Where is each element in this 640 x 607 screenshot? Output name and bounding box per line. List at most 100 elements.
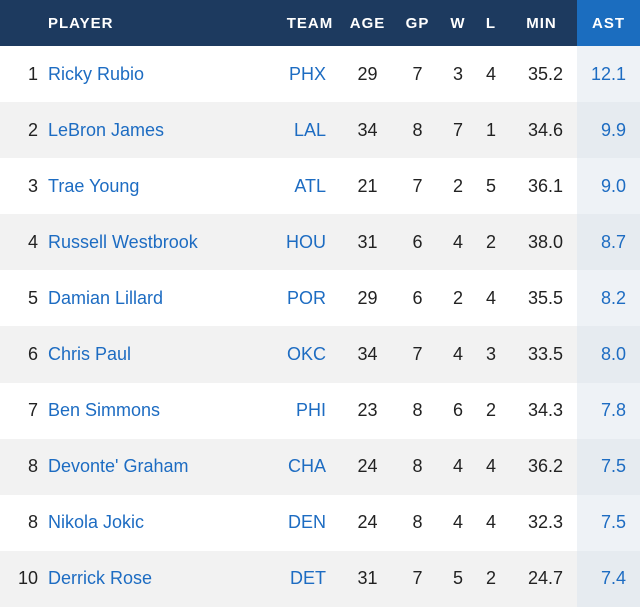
min-cell: 33.5 [506, 326, 577, 383]
l-cell: 2 [476, 550, 506, 607]
team-link[interactable]: CHA [280, 438, 340, 495]
column-header-team[interactable]: TEAM [280, 0, 340, 46]
player-link[interactable]: Ben Simmons [48, 400, 161, 421]
player-link[interactable]: Ricky Rubio [48, 63, 145, 84]
player-link[interactable]: Nikola Jokic [48, 512, 145, 533]
w-cell: 6 [452, 400, 463, 421]
min-cell: 35.2 [527, 63, 563, 84]
l-cell: 2 [485, 400, 496, 421]
team-link[interactable]: PHX [288, 63, 326, 84]
rank-cell: 3 [27, 175, 38, 196]
column-header-min[interactable]: MIN [506, 0, 577, 46]
team-link[interactable]: OKC [280, 326, 340, 383]
rank-cell: 2 [0, 102, 44, 159]
age-cell: 24 [357, 512, 378, 533]
ast-link[interactable]: 8.0 [577, 326, 640, 383]
min-cell: 35.5 [527, 287, 563, 308]
age-cell: 24 [340, 438, 395, 495]
gp-cell: 8 [395, 102, 440, 159]
w-cell: 4 [452, 512, 463, 533]
w-cell: 4 [440, 214, 476, 271]
header-row: PLAYER TEAM AGE GP W L MIN AST [0, 0, 640, 46]
rank-cell: 6 [0, 326, 44, 383]
age-cell: 29 [357, 287, 378, 308]
team-link[interactable]: ATL [294, 175, 326, 196]
l-cell: 4 [485, 287, 496, 308]
age-cell: 21 [357, 175, 378, 196]
rank-cell: 10 [0, 550, 44, 607]
gp-cell: 6 [395, 214, 440, 271]
column-header-ast-sorted[interactable]: AST [577, 0, 640, 46]
ast-link[interactable]: 7.5 [577, 438, 640, 495]
player-link[interactable]: Derrick Rose [44, 550, 280, 607]
min-cell: 34.6 [506, 102, 577, 159]
player-link[interactable]: Russell Westbrook [44, 214, 280, 271]
ast-link[interactable]: 7.5 [577, 494, 640, 551]
table-row: 1 Ricky Rubio PHX 29 7 3 4 35.2 12.1 [0, 46, 640, 103]
ast-link[interactable]: 7.8 [577, 382, 640, 439]
player-link[interactable]: Chris Paul [44, 326, 280, 383]
ast-link[interactable]: 8.2 [577, 270, 640, 327]
ast-link[interactable]: 12.1 [577, 46, 640, 103]
column-header-l[interactable]: L [476, 0, 506, 46]
gp-cell: 8 [412, 400, 423, 421]
age-cell: 31 [340, 550, 395, 607]
min-cell: 32.3 [527, 512, 563, 533]
table-row: 8 Devonte' Graham CHA 24 8 4 4 36.2 7.5 [0, 438, 640, 495]
table-body: 1 Ricky Rubio PHX 29 7 3 4 35.2 12.1 2 LeBron Jame… [0, 46, 640, 607]
team-link[interactable]: DEN [287, 512, 326, 533]
column-header-w[interactable]: W [440, 0, 476, 46]
gp-cell: 7 [395, 550, 440, 607]
w-cell: 4 [440, 326, 476, 383]
rank-cell: 7 [27, 400, 38, 421]
table-row: 10 Derrick Rose DET 31 7 5 2 24.7 7.4 [0, 550, 640, 607]
table-header: PLAYER TEAM AGE GP W L MIN AST [0, 0, 640, 46]
min-cell: 38.0 [506, 214, 577, 271]
table-row: 3 Trae Young ATL 21 7 2 5 36.1 9.0 [0, 158, 640, 215]
table-row: 8 Nikola Jokic DEN 24 8 4 4 32.3 7.5 [0, 494, 640, 551]
min-cell: 24.7 [506, 550, 577, 607]
age-cell: 29 [357, 63, 378, 84]
team-link[interactable]: POR [286, 287, 326, 308]
rank-cell: 5 [27, 287, 38, 308]
ast-link[interactable]: 9.0 [577, 158, 640, 215]
age-cell: 34 [340, 102, 395, 159]
table-row: 7 Ben Simmons PHI 23 8 6 2 34.3 7.8 [0, 382, 640, 439]
column-header-age[interactable]: AGE [340, 0, 395, 46]
ast-link[interactable]: 8.7 [577, 214, 640, 271]
age-cell: 23 [357, 400, 378, 421]
l-cell: 5 [485, 175, 496, 196]
l-cell: 1 [476, 102, 506, 159]
player-link[interactable]: Devonte' Graham [44, 438, 280, 495]
player-link[interactable]: LeBron James [44, 102, 280, 159]
l-cell: 3 [476, 326, 506, 383]
team-link[interactable]: DET [280, 550, 340, 607]
l-cell: 4 [485, 512, 496, 533]
age-cell: 31 [340, 214, 395, 271]
column-header-rank [0, 0, 44, 46]
player-link[interactable]: Damian Lillard [48, 287, 164, 308]
team-link[interactable]: LAL [280, 102, 340, 159]
gp-cell: 7 [412, 63, 423, 84]
ast-link[interactable]: 9.9 [577, 102, 640, 159]
gp-cell: 7 [412, 175, 423, 196]
w-cell: 7 [440, 102, 476, 159]
team-link[interactable]: HOU [280, 214, 340, 271]
w-cell: 2 [452, 175, 463, 196]
w-cell: 2 [452, 287, 463, 308]
player-link[interactable]: Trae Young [48, 175, 140, 196]
rank-cell: 8 [27, 512, 38, 533]
column-header-player[interactable]: PLAYER [44, 0, 280, 46]
table-row: 5 Damian Lillard POR 29 6 2 4 35.5 8.2 [0, 270, 640, 327]
l-cell: 4 [476, 438, 506, 495]
ast-link[interactable]: 7.4 [577, 550, 640, 607]
team-link[interactable]: PHI [295, 400, 326, 421]
w-cell: 5 [440, 550, 476, 607]
gp-cell: 8 [395, 438, 440, 495]
min-cell: 36.1 [527, 175, 563, 196]
min-cell: 34.3 [527, 400, 563, 421]
column-header-gp[interactable]: GP [395, 0, 440, 46]
l-cell: 4 [485, 63, 496, 84]
gp-cell: 8 [412, 512, 423, 533]
